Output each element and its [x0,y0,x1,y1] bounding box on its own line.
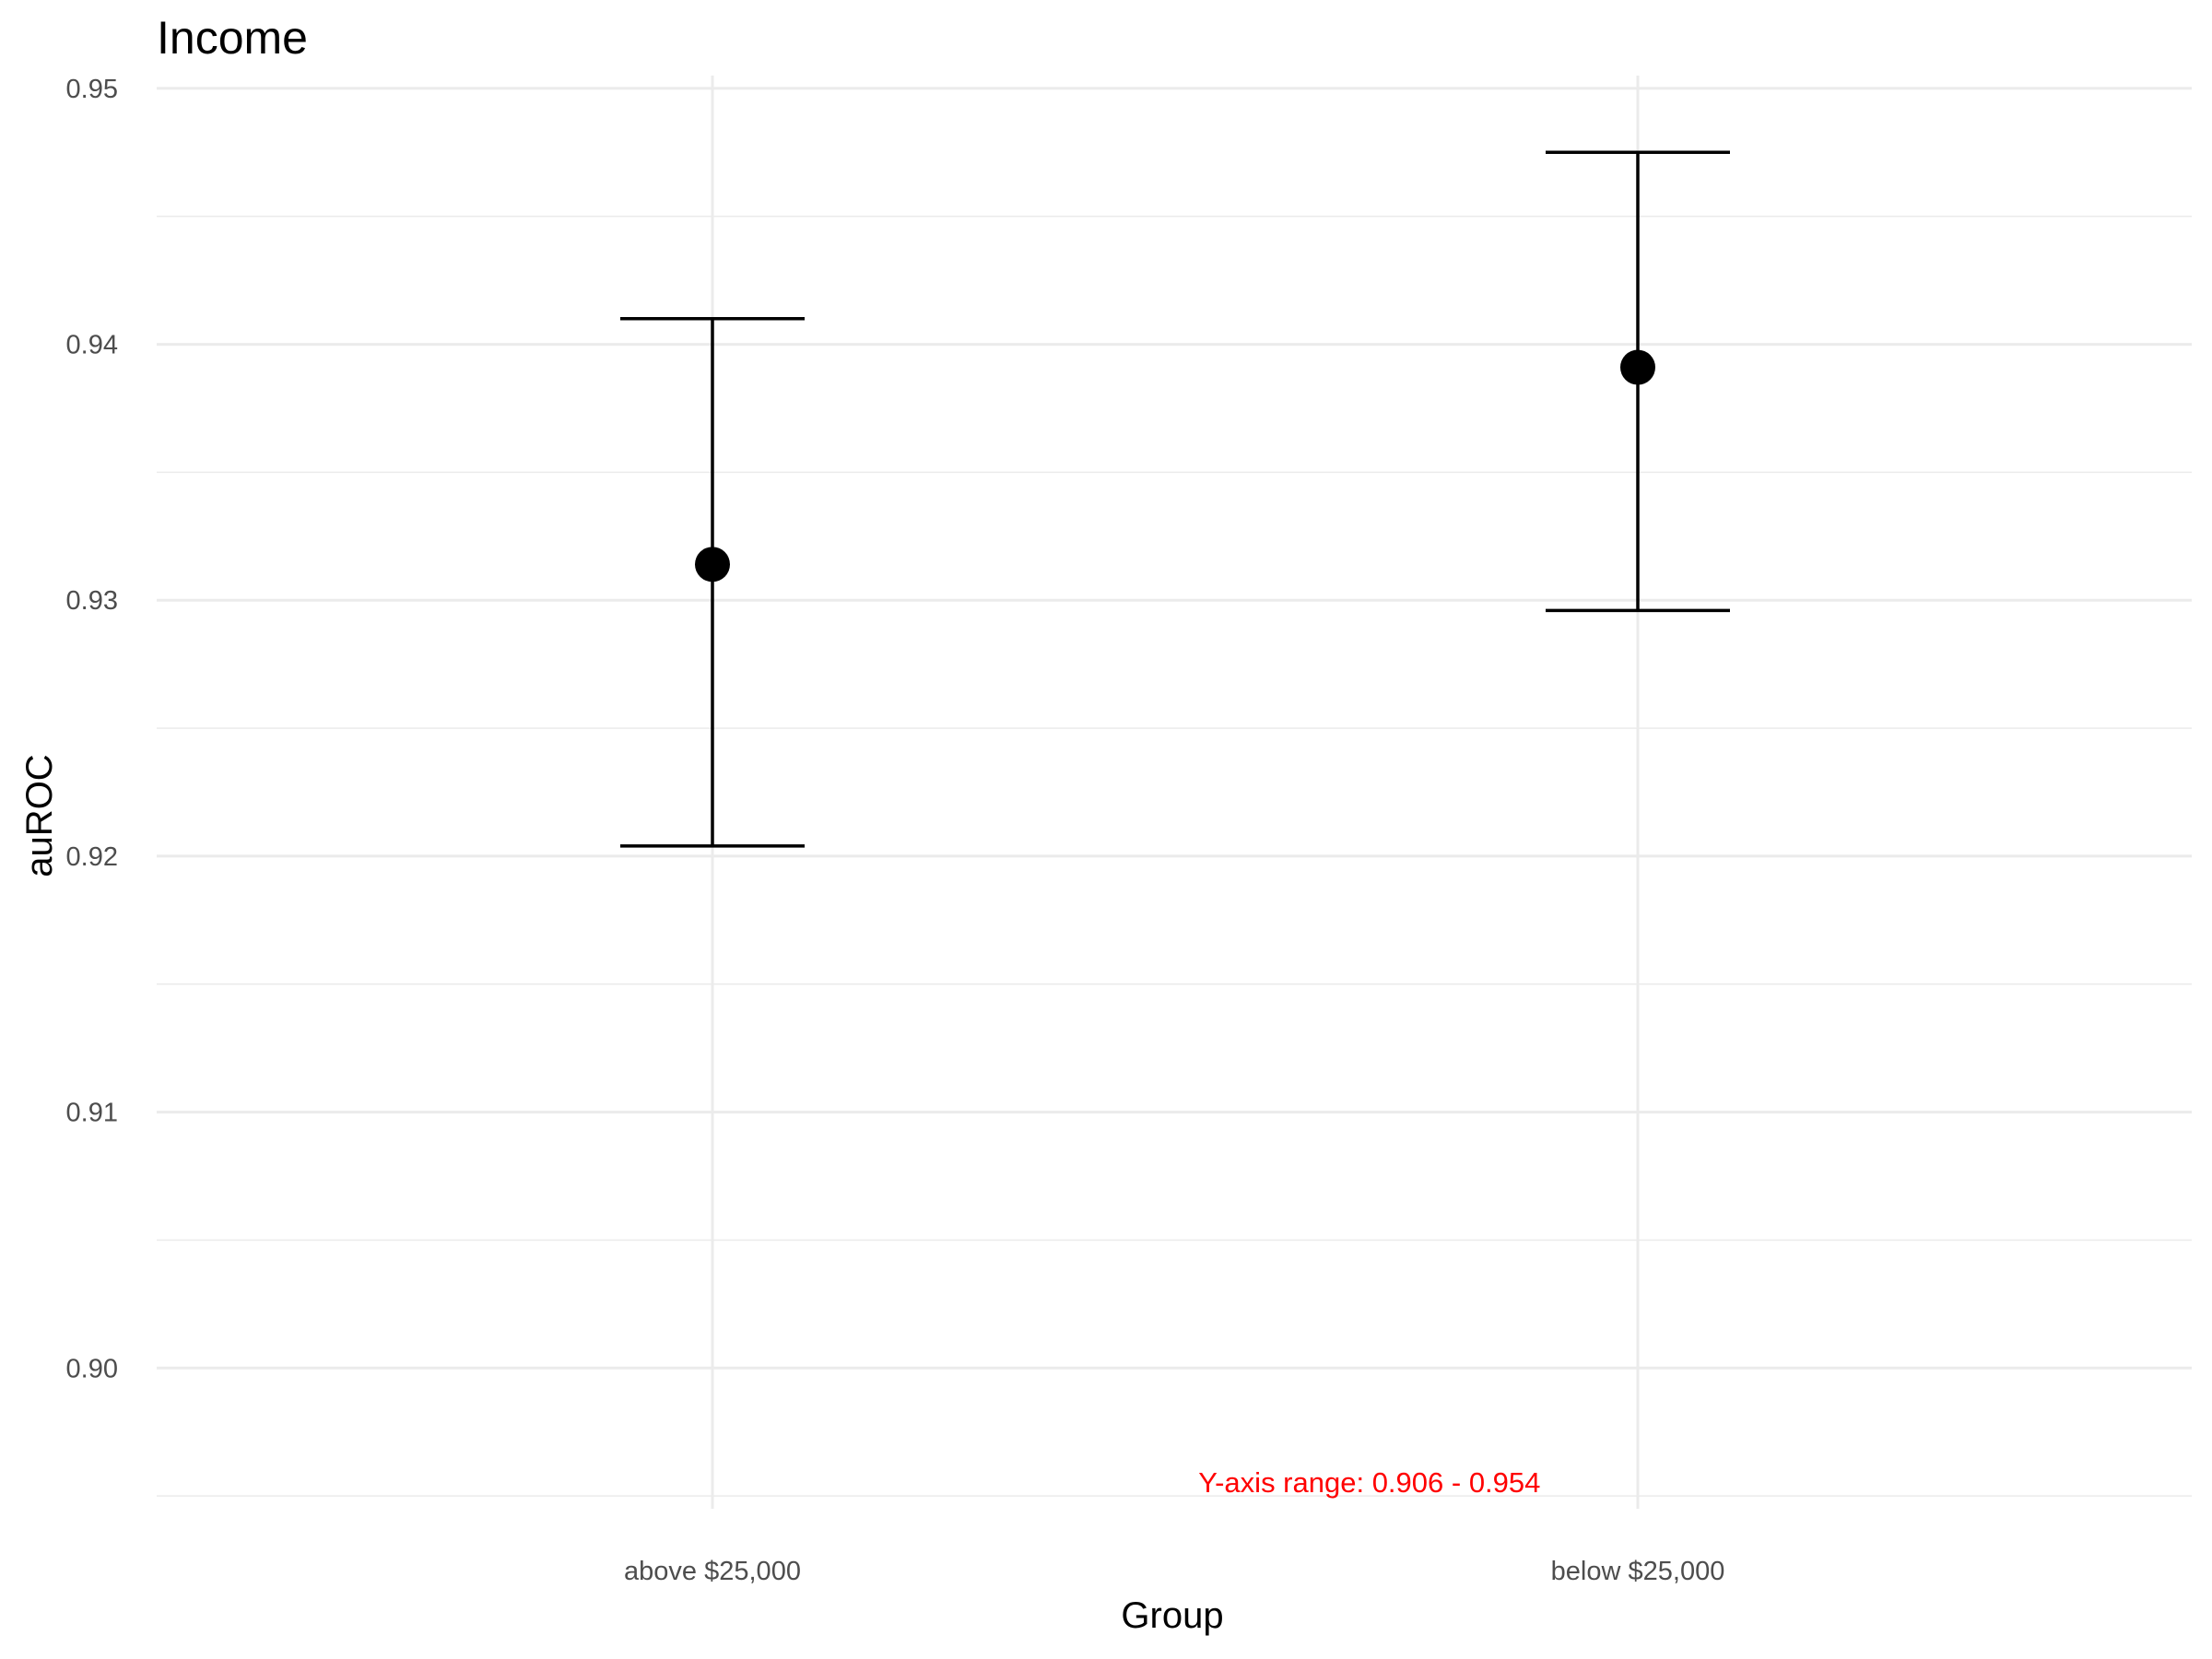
minor-gridlines [157,215,2192,1497]
chart-title: Income [157,12,308,64]
error-bars [620,150,1730,848]
y-tick-labels: 0.90 0.91 0.92 0.93 0.94 0.95 [66,75,118,1383]
y-tick-label: 0.93 [66,586,118,616]
x-tick-label: above $25,000 [624,1557,801,1586]
y-axis-title: auROC [19,754,60,877]
y-tick-label: 0.91 [66,1099,118,1128]
y-tick-label: 0.90 [66,1354,118,1383]
y-range-annotation: Y-axis range: 0.906 - 0.954 [1198,1466,1540,1499]
data-point [695,547,730,582]
y-tick-label: 0.92 [66,842,118,872]
data-points [695,349,1655,582]
x-tick-label: below $25,000 [1551,1557,1725,1586]
major-gridlines [157,76,2192,1509]
x-tick-labels: above $25,000 below $25,000 [624,1557,1724,1586]
y-tick-label: 0.94 [66,331,118,360]
x-axis-title: Group [1121,1595,1223,1636]
y-tick-label: 0.95 [66,75,118,104]
data-point [1620,349,1655,385]
